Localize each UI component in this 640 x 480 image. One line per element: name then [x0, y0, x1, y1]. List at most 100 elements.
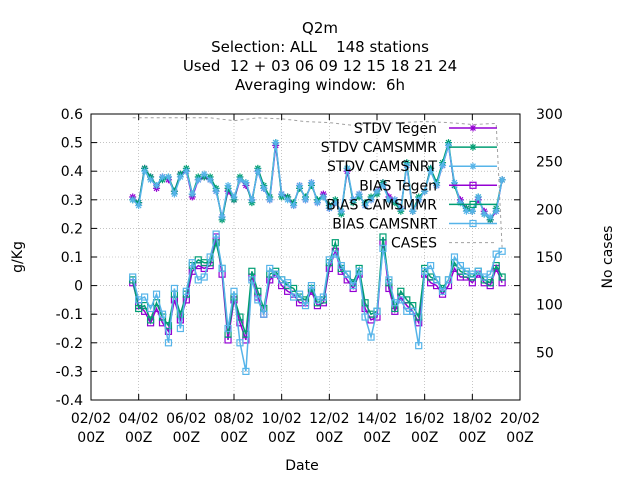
data-point — [230, 193, 238, 201]
data-point — [385, 196, 393, 204]
y2-tick-label: 150 — [536, 250, 563, 266]
data-point — [200, 170, 208, 178]
data-point — [469, 181, 477, 189]
x-tick-label: 00Z — [506, 430, 533, 446]
data-point — [492, 207, 500, 215]
data-point — [182, 287, 190, 295]
data-point-stroke — [284, 196, 291, 203]
data-point — [242, 367, 250, 375]
data-point-stroke — [487, 214, 494, 220]
data-point-stroke — [433, 182, 440, 189]
title-line: Used 12 + 03 06 09 12 15 18 21 24 — [183, 57, 457, 75]
data-point — [486, 213, 494, 221]
data-point — [439, 161, 447, 169]
data-point — [170, 284, 179, 293]
data-point — [302, 196, 309, 204]
data-point — [438, 287, 447, 295]
title-line: Averaging window: 6h — [235, 76, 405, 94]
data-point-stroke — [195, 176, 202, 183]
data-point — [469, 219, 477, 228]
data-point — [361, 299, 369, 307]
data-point — [379, 233, 387, 241]
data-point — [349, 282, 357, 290]
data-point — [469, 143, 477, 151]
data-point — [224, 324, 232, 333]
data-point — [152, 290, 161, 298]
data-point — [135, 202, 143, 210]
data-point-stroke — [326, 205, 333, 212]
x-tick-label: 18/02 — [452, 411, 492, 427]
data-point — [242, 179, 250, 187]
data-point — [331, 239, 339, 247]
data-point — [307, 282, 316, 290]
data-point-stroke — [415, 196, 422, 203]
data-point — [212, 187, 220, 195]
data-point-stroke — [481, 211, 488, 218]
data-point — [224, 182, 232, 189]
data-point — [325, 256, 333, 264]
x-tick-label: 00Z — [220, 430, 247, 446]
data-point-stroke — [302, 196, 309, 203]
data-point-stroke — [207, 176, 214, 183]
data-point-stroke — [439, 162, 446, 169]
data-point — [272, 139, 280, 147]
series-bias-camsnrt — [129, 230, 506, 375]
data-point — [331, 199, 339, 207]
x-axis: 02/02 00Z 04/02 00Z 06/02 00Z 08/02 00Z 10/02 00Z… — [71, 114, 540, 446]
data-point-stroke — [135, 202, 142, 209]
data-point — [486, 270, 494, 278]
data-point-stroke — [499, 176, 506, 183]
data-point — [153, 182, 161, 189]
x-tick-label: 00Z — [363, 430, 390, 446]
data-point-stroke — [469, 208, 476, 215]
y-tick-label: 0.6 — [61, 107, 83, 123]
data-point — [254, 296, 262, 304]
y-tick-label: 0.3 — [61, 193, 83, 209]
data-point — [456, 261, 465, 270]
data-point — [397, 204, 405, 212]
data-point — [164, 339, 173, 347]
data-point — [218, 264, 226, 273]
data-point-stroke — [338, 208, 345, 215]
y2-tick-label: 300 — [536, 107, 563, 123]
y2-tick-label: 200 — [536, 202, 563, 218]
plot-area — [90, 113, 521, 401]
data-point — [129, 196, 137, 204]
data-point — [385, 276, 393, 284]
legend-label: CASES — [391, 236, 437, 252]
data-point-stroke — [141, 168, 148, 175]
data-point — [397, 296, 405, 304]
data-point-stroke — [470, 125, 476, 131]
legend-label: BIAS CAMSMMR — [326, 197, 437, 213]
data-point-stroke — [177, 173, 184, 180]
data-point — [379, 182, 387, 189]
data-point — [170, 190, 178, 198]
data-point — [260, 184, 268, 192]
data-point-stroke — [320, 194, 327, 200]
data-point-stroke — [356, 191, 363, 198]
data-point — [421, 187, 429, 195]
data-point — [367, 196, 375, 204]
x-tick-label: 16/02 — [404, 411, 444, 427]
data-point — [474, 193, 482, 201]
data-point — [159, 173, 166, 181]
data-point-stroke — [248, 196, 255, 203]
legend: STDV Tegen STDV CAMSMMR STDV CAMSNRT BIAS T… — [321, 121, 497, 252]
data-point-stroke — [397, 205, 404, 212]
y2-tick-label: 50 — [536, 345, 554, 361]
data-point — [433, 182, 441, 189]
data-point — [450, 253, 459, 261]
data-point — [379, 244, 387, 253]
data-point — [480, 210, 488, 218]
y-tick-label: 0.5 — [61, 136, 83, 152]
data-point — [278, 190, 286, 198]
series-stdv-camsnrt — [129, 139, 506, 221]
data-point-stroke — [368, 196, 374, 203]
data-point-stroke — [427, 168, 434, 175]
data-point — [146, 304, 155, 313]
data-point-stroke — [332, 199, 339, 206]
data-point — [415, 196, 423, 204]
legend-label: STDV Tegen — [354, 121, 437, 137]
x-tick-label: 14/02 — [357, 411, 397, 427]
